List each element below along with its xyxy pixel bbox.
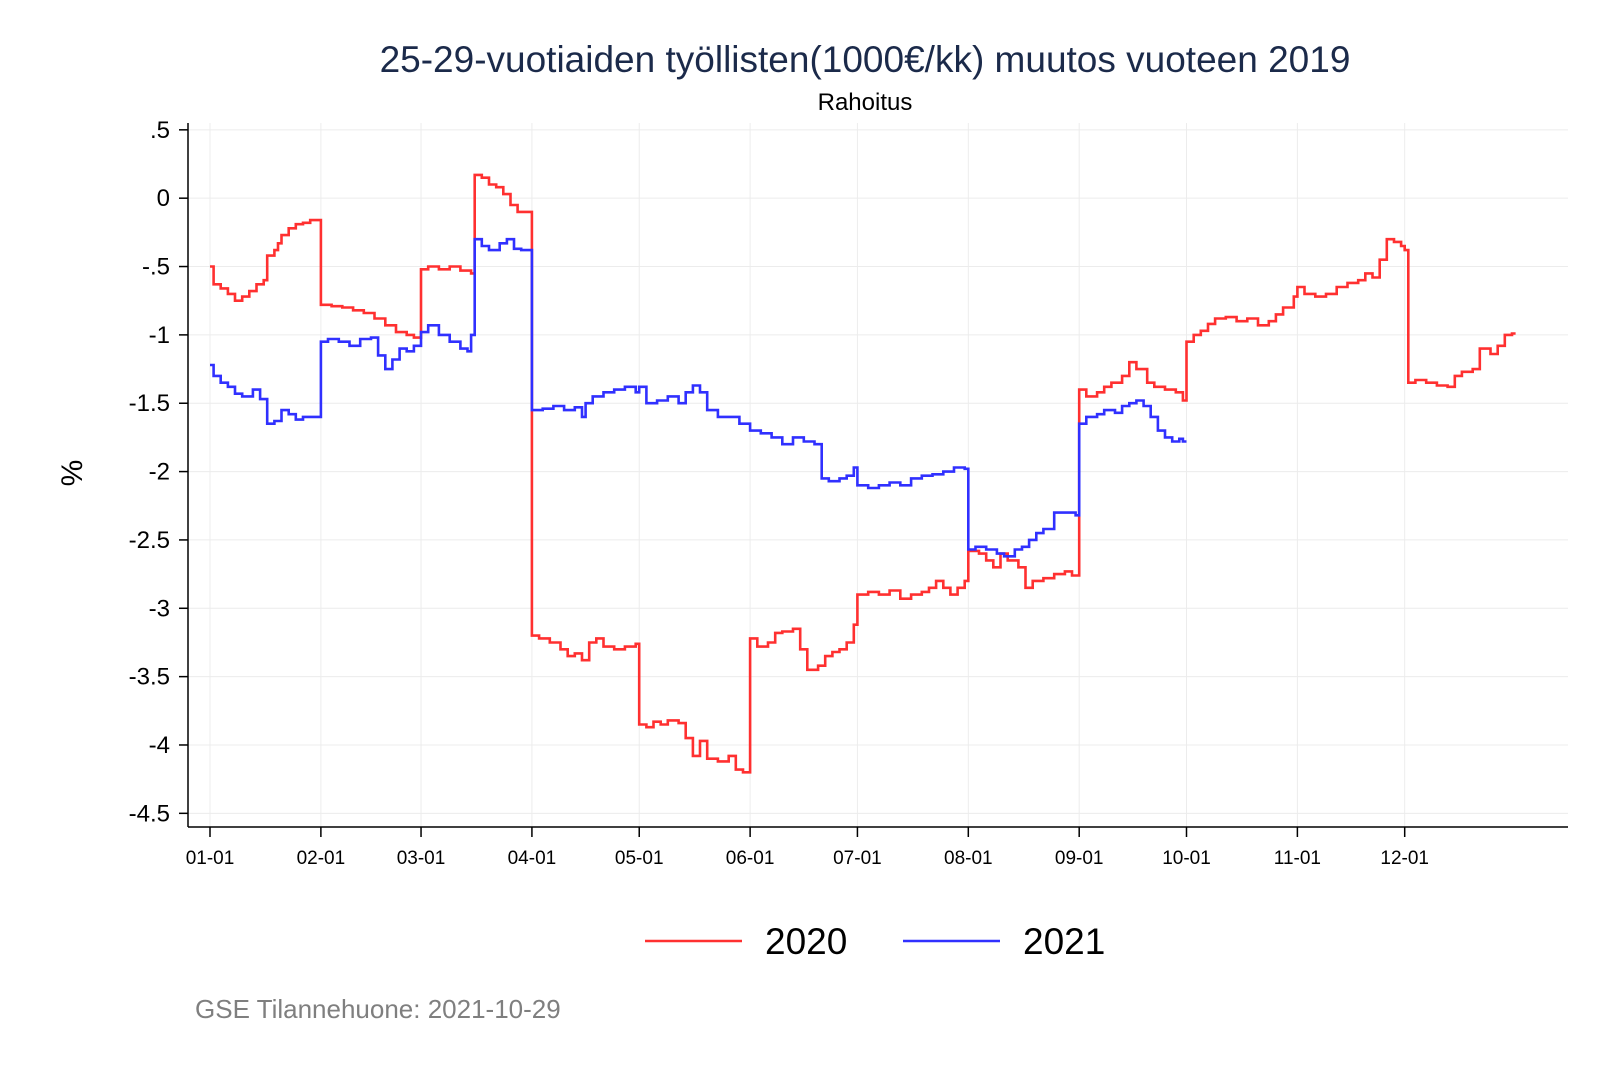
x-tick-label: 05-01 xyxy=(615,848,664,869)
y-tick-label: -1.5 xyxy=(129,390,170,417)
x-tick-label: 01-01 xyxy=(186,848,235,869)
x-tick-label: 04-01 xyxy=(508,848,557,869)
y-tick-label: .5 xyxy=(150,117,170,144)
grid xyxy=(188,123,1568,827)
legend-label: 2020 xyxy=(765,921,847,962)
y-tick-label: -2.5 xyxy=(129,527,170,554)
series-line-2021 xyxy=(210,237,1187,558)
chart-title: 25-29-vuotiaiden työllisten(1000€/kk) mu… xyxy=(380,39,1351,80)
series-layer xyxy=(210,173,1516,774)
y-tick-label: -.5 xyxy=(142,254,170,281)
y-axis: .5 0 -.5 -1 -1.5 -2 -2.5 -3 -3.5 -4 -4.5 xyxy=(129,117,189,827)
x-tick-label: 06-01 xyxy=(726,848,775,869)
x-tick-label: 02-01 xyxy=(297,848,346,869)
x-tick-label: 03-01 xyxy=(397,848,446,869)
y-tick-label: 0 xyxy=(157,185,170,212)
y-tick-label: -1 xyxy=(149,322,170,349)
x-tick-label: 07-01 xyxy=(833,848,882,869)
source-note: GSE Tilannehuone: 2021-10-29 xyxy=(195,994,561,1024)
y-tick-label: -3.5 xyxy=(129,664,170,691)
x-tick-label: 09-01 xyxy=(1055,848,1104,869)
x-tick-label: 12-01 xyxy=(1380,848,1429,869)
legend: 2020 2021 xyxy=(645,921,1105,962)
x-tick-label: 10-01 xyxy=(1162,848,1211,869)
legend-item-2021: 2021 xyxy=(903,921,1105,962)
y-tick-label: -4 xyxy=(149,732,170,759)
y-tick-label: -4.5 xyxy=(129,800,170,827)
y-tick-label: -3 xyxy=(149,595,170,622)
y-tick-label: -2 xyxy=(149,459,170,486)
y-axis-label: % xyxy=(56,460,89,487)
legend-label: 2021 xyxy=(1023,921,1105,962)
x-tick-label: 11-01 xyxy=(1274,848,1321,869)
chart-subtitle: Rahoitus xyxy=(818,89,913,116)
x-axis: 01-01 02-01 03-01 04-01 05-01 06-01 07-01 08-01… xyxy=(186,826,1568,869)
series-line-2020 xyxy=(210,173,1516,774)
legend-item-2020: 2020 xyxy=(645,921,847,962)
x-tick-label: 08-01 xyxy=(944,848,993,869)
